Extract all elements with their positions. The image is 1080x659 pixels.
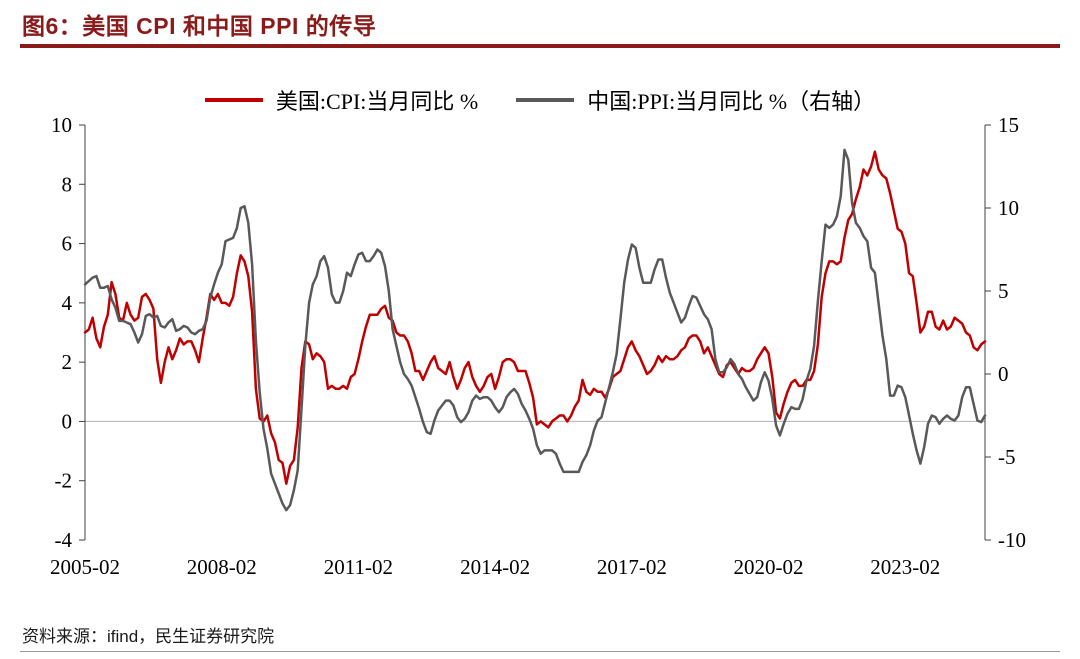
left-axis-tick-label: 8 [62,172,73,196]
right-axis-tick-label: -5 [998,445,1016,469]
series-line-us-cpi [83,150,987,485]
legend-item-us-cpi: 美国:CPI:当月同比 % [204,84,479,116]
x-axis-tick-label: 2011-02 [324,555,393,579]
right-axis-tick-label: -10 [998,528,1026,552]
left-axis-tick-label: 0 [62,409,73,433]
x-axis-tick-label: 2005-02 [50,555,120,579]
source-note: 资料来源：ifind，民生证券研究院 [22,627,275,646]
legend-item-china-ppi: 中国:PPI:当月同比 %（右轴） [516,84,875,116]
x-axis-tick-label: 2017-02 [597,555,667,579]
figure-title: 图6：美国 CPI 和中国 PPI 的传导 [22,13,377,39]
legend-label-us-cpi: 美国:CPI:当月同比 % [275,89,479,114]
cpi-ppi-line-chart: 10 8 6 4 2 0 -2 -4 15 10 5 0 -5 -10 2005-02 2008-02 2011… [50,115,1026,579]
x-axis-tick-label: 2023-02 [870,555,940,579]
left-axis-tick-label: 10 [51,115,72,137]
title-rule [20,44,1060,48]
chart-legend: 美国:CPI:当月同比 % 中国:PPI:当月同比 %（右轴） [0,84,1080,116]
right-axis-tick-label: 5 [998,279,1009,303]
right-axis-tick-label: 15 [998,115,1019,137]
left-axis-tick-label: -4 [55,528,73,552]
left-axis-tick-label: -2 [55,469,73,493]
left-axis-tick-label: 4 [62,291,73,315]
right-axis-tick-label: 0 [998,362,1009,386]
gray-line-swatch [516,98,575,102]
left-axis-tick-label: 6 [62,232,73,256]
x-axis-tick-label: 2008-02 [187,555,257,579]
x-axis-tick-label: 2014-02 [460,555,530,579]
legend-label-china-ppi: 中国:PPI:当月同比 %（右轴） [587,89,876,114]
red-line-swatch [204,98,263,102]
x-axis-tick-label: 2020-02 [734,555,804,579]
left-axis-tick-label: 2 [62,350,73,374]
bottom-rule [20,651,1060,652]
right-axis-tick-label: 10 [998,196,1019,220]
series-line-china-ppi [83,148,987,512]
